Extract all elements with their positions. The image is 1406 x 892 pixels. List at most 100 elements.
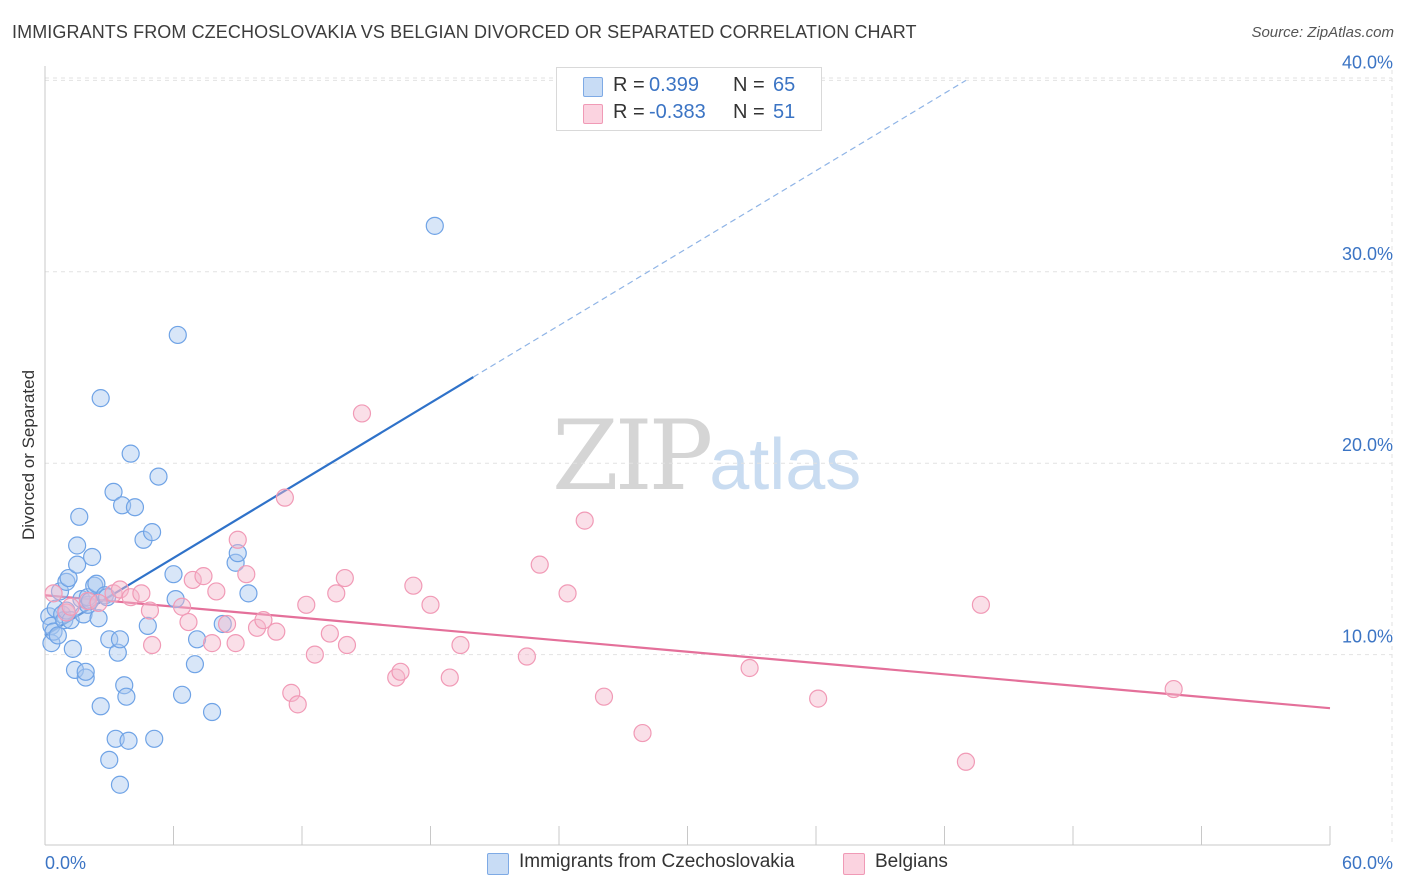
trend-line-czechoslovakia-extension — [473, 79, 967, 378]
point-czechoslovakia — [91, 389, 110, 408]
point-belgians — [202, 634, 222, 653]
watermark: ZIPatlas — [552, 400, 861, 512]
point-czechoslovakia — [110, 630, 130, 649]
point-belgians — [352, 404, 372, 423]
point-belgians — [633, 723, 652, 743]
point-belgians — [121, 588, 140, 607]
point-czechoslovakia — [50, 582, 70, 601]
legend-n-label: N = — [733, 74, 765, 96]
legend-swatch-czechoslovakia — [487, 853, 509, 875]
point-czechoslovakia — [185, 655, 205, 674]
watermark-atlas: atlas — [709, 425, 862, 505]
grid-lines — [45, 70, 1393, 845]
point-belgians — [740, 658, 759, 678]
legend-swatch-belgians — [843, 853, 865, 875]
correlation-legend: R = 0.399 N = 65 R = -0.383 N = 51 — [556, 67, 822, 131]
point-czechoslovakia — [228, 544, 247, 563]
legend-r-value: 0.399 — [649, 74, 700, 96]
point-belgians — [440, 668, 459, 687]
point-belgians — [207, 582, 226, 601]
point-belgians — [971, 595, 991, 614]
point-czechoslovakia — [115, 676, 134, 695]
point-belgians — [226, 634, 245, 653]
point-czechoslovakia — [168, 325, 187, 345]
point-belgians — [809, 689, 828, 708]
point-belgians — [451, 635, 470, 655]
y-axis-label: Divorced or Separated — [19, 370, 38, 540]
point-czechoslovakia — [125, 498, 145, 517]
point-belgians — [44, 584, 63, 603]
legend-n-value: 51 — [773, 101, 796, 123]
point-czechoslovakia — [70, 507, 89, 526]
point-czechoslovakia — [59, 568, 78, 588]
point-czechoslovakia — [108, 643, 127, 662]
point-czechoslovakia — [83, 547, 102, 567]
point-belgians — [183, 570, 202, 590]
chart-title: IMMIGRANTS FROM CZECHOSLOVAKIA VS BELGIA… — [12, 22, 917, 42]
point-czechoslovakia — [172, 685, 192, 704]
point-czechoslovakia — [213, 614, 232, 634]
legend-swatch-belgians — [583, 104, 603, 124]
point-czechoslovakia — [202, 702, 222, 722]
point-belgians — [228, 530, 247, 549]
point-belgians — [254, 611, 273, 630]
x-tick-label-min: 0.0% — [45, 853, 86, 873]
point-czechoslovakia — [425, 216, 444, 235]
point-czechoslovakia — [138, 616, 157, 635]
point-belgians — [172, 597, 192, 616]
point-belgians — [142, 635, 162, 655]
point-czechoslovakia — [100, 750, 119, 769]
point-czechoslovakia — [239, 584, 258, 603]
point-czechoslovakia — [121, 444, 140, 463]
watermark-zip: ZIP — [552, 400, 713, 512]
point-czechoslovakia — [145, 729, 164, 748]
legend-label-belgians: Belgians — [875, 851, 948, 872]
point-belgians — [132, 584, 151, 603]
y-tick-label: 20.0% — [1342, 435, 1393, 455]
point-belgians — [404, 576, 423, 595]
point-belgians — [1164, 679, 1183, 699]
point-belgians — [89, 593, 108, 613]
y-tick-label: 10.0% — [1342, 627, 1393, 647]
point-czechoslovakia — [76, 668, 95, 687]
tick-labels: 10.0% 20.0% 30.0% 40.0% 0.0% 60.0% Divorced or… — [19, 52, 1393, 873]
point-belgians — [282, 683, 301, 702]
point-belgians — [194, 567, 213, 586]
point-belgians — [267, 622, 286, 641]
legend-swatch-czechoslovakia — [583, 77, 603, 97]
point-belgians — [305, 645, 324, 664]
point-belgians — [237, 565, 256, 584]
point-belgians — [594, 687, 614, 706]
point-belgians — [335, 568, 354, 588]
point-belgians — [558, 584, 577, 603]
point-belgians — [275, 488, 294, 507]
point-czechoslovakia — [68, 555, 87, 574]
legend-label-czechoslovakia: Immigrants from Czechoslovakia — [519, 851, 795, 872]
point-czechoslovakia — [149, 467, 168, 486]
point-czechoslovakia — [91, 697, 110, 716]
point-czechoslovakia — [104, 482, 123, 502]
legend-r-label: R = — [613, 74, 645, 96]
point-belgians — [297, 595, 316, 614]
point-czechoslovakia — [63, 639, 82, 658]
point-czechoslovakia — [164, 565, 183, 584]
point-belgians — [140, 601, 160, 620]
point-belgians — [421, 595, 440, 614]
point-belgians — [179, 612, 198, 632]
source-label: Source: ZipAtlas.com — [1251, 24, 1394, 41]
point-belgians — [217, 614, 237, 634]
point-czechoslovakia — [100, 630, 119, 649]
point-belgians — [320, 624, 339, 643]
legend-r-label: R = — [613, 101, 645, 123]
point-belgians — [530, 555, 549, 574]
axes — [44, 66, 1331, 846]
point-czechoslovakia — [48, 626, 67, 645]
point-czechoslovakia — [110, 775, 130, 794]
data-points — [40, 216, 1183, 794]
point-czechoslovakia — [119, 731, 138, 750]
legend-n-value: 65 — [773, 74, 796, 96]
y-tick-label: 30.0% — [1342, 244, 1393, 264]
point-czechoslovakia — [76, 662, 95, 681]
point-belgians — [517, 647, 536, 666]
point-czechoslovakia — [68, 536, 87, 555]
